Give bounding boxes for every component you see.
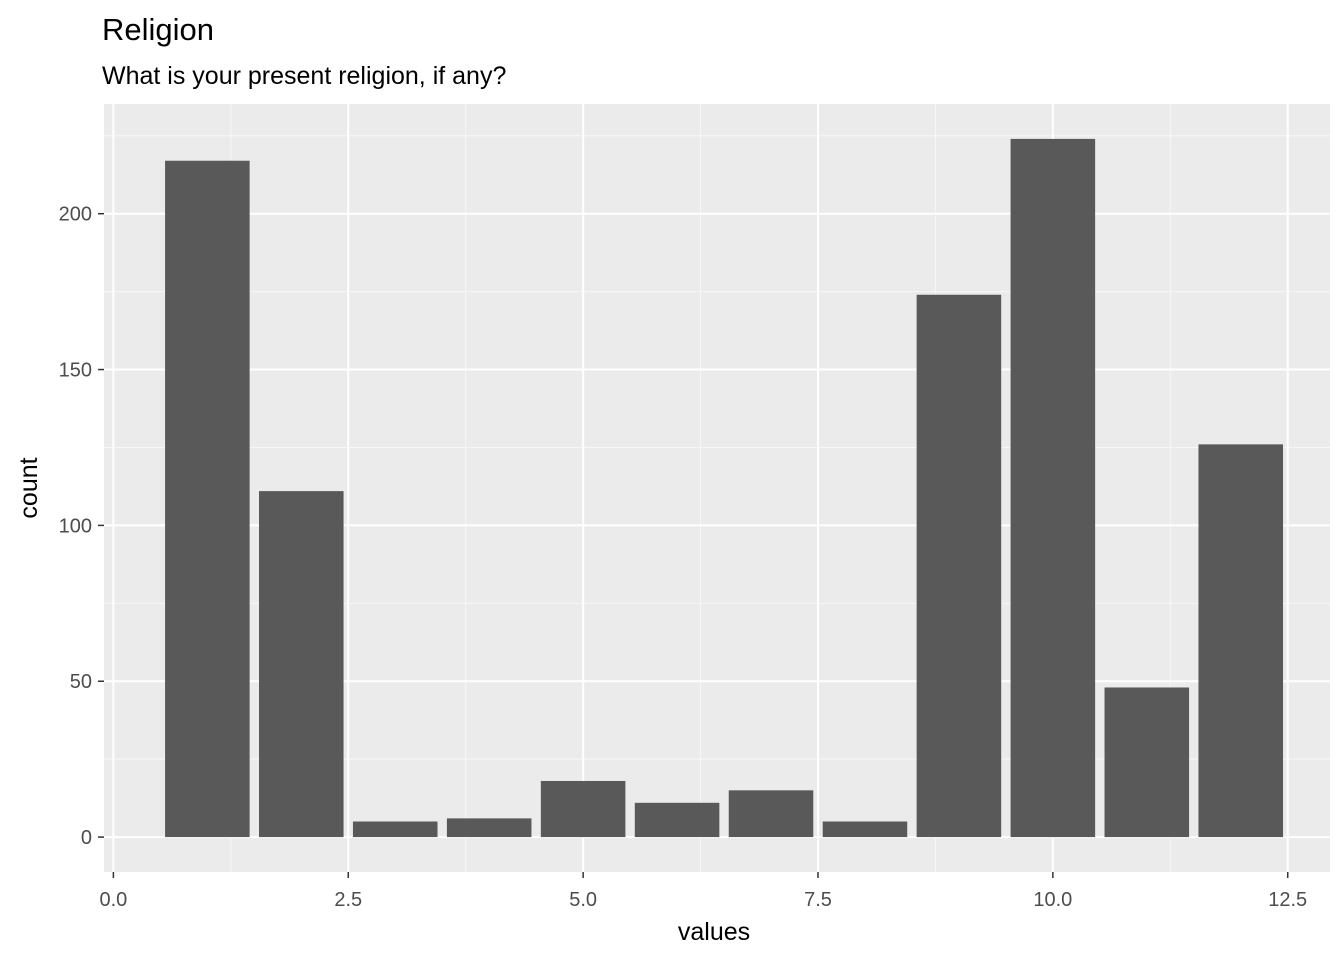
x-tick-label: 7.5 bbox=[804, 889, 832, 911]
bar bbox=[916, 294, 1002, 838]
bar bbox=[822, 821, 908, 838]
bar bbox=[259, 491, 344, 838]
x-tick-label: 10.0 bbox=[1033, 889, 1072, 911]
y-tick-label: 150 bbox=[59, 360, 92, 382]
bar bbox=[165, 160, 250, 838]
minor-gridlines bbox=[104, 104, 1330, 872]
bar bbox=[352, 821, 438, 838]
bar bbox=[1010, 138, 1096, 838]
x-axis-title: values bbox=[678, 918, 750, 946]
bar bbox=[446, 818, 532, 838]
bars bbox=[165, 138, 1284, 838]
chart-subtitle: What is your present religion, if any? bbox=[102, 62, 506, 90]
y-tick-label: 200 bbox=[59, 204, 92, 226]
bar bbox=[540, 780, 626, 838]
chart-title: Religion bbox=[102, 12, 214, 47]
x-tick-label: 5.0 bbox=[569, 889, 597, 911]
y-tick-label: 50 bbox=[70, 671, 92, 693]
x-axis: 0.0 2.5 5.0 7.5 10.0 12.5 bbox=[99, 872, 1307, 911]
x-tick-label: 2.5 bbox=[334, 889, 362, 911]
x-tick-label: 12.5 bbox=[1268, 889, 1307, 911]
bar bbox=[1104, 687, 1190, 838]
y-tick-label: 0 bbox=[81, 827, 92, 849]
bar bbox=[634, 802, 720, 838]
bar bbox=[1198, 444, 1284, 838]
x-tick-label: 0.0 bbox=[99, 889, 127, 911]
bar bbox=[728, 790, 814, 838]
y-tick-label: 100 bbox=[59, 515, 92, 537]
y-axis-title: count bbox=[15, 457, 43, 518]
y-axis: 0 50 100 150 200 bbox=[59, 204, 104, 849]
